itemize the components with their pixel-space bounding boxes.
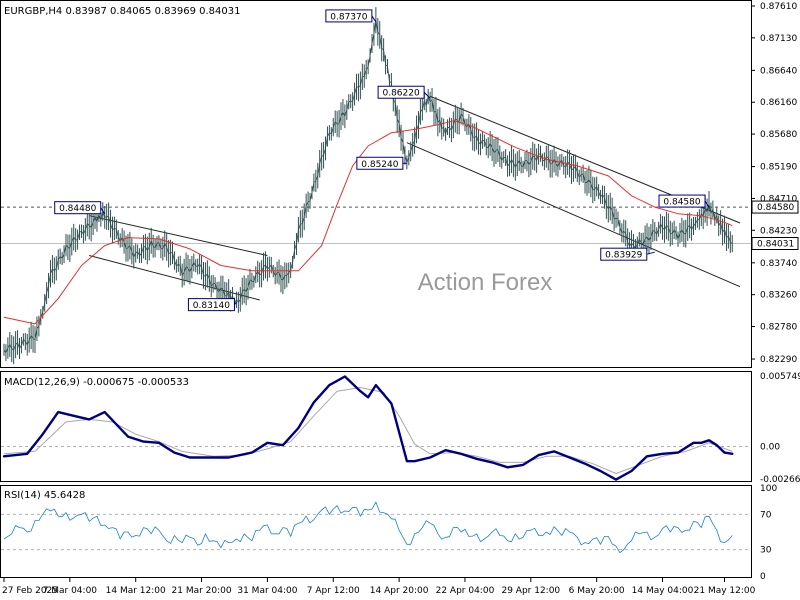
annotation-label: 0.84480 — [59, 204, 96, 214]
annotation-leader — [100, 207, 106, 214]
rsi-panel-frame — [0, 485, 752, 578]
annotation-label: 0.87370 — [330, 12, 367, 22]
price-tick-label: 0.84710 — [760, 194, 797, 204]
rsi-main-line — [3, 501, 733, 554]
current-price-label: 0.84031 — [757, 239, 794, 249]
rsi-line — [1, 501, 751, 554]
macd-tick-label: 0.005749 — [760, 372, 800, 382]
price-tick-label: 0.82290 — [760, 355, 797, 365]
price-tick-label: 0.83260 — [760, 291, 797, 301]
time-tick-label: 7 Apr 12:00 — [307, 586, 360, 596]
macd-signal-line — [3, 387, 733, 474]
macd-lines — [1, 375, 751, 481]
guide-lines — [1, 206, 751, 244]
symbol-label: EURGBP,H4 0.83987 0.84065 0.83969 0.8403… — [4, 6, 240, 17]
rsi-label: RSI(14) 45.6428 — [4, 490, 85, 501]
macd-tick-label: 0.00 — [760, 442, 780, 452]
annotation-label: 0.84580 — [663, 198, 700, 208]
time-tick-label: 14 Apr 20:00 — [370, 586, 429, 596]
rsi-tick-label: 100 — [760, 484, 777, 494]
annotation-box — [325, 9, 373, 23]
annotation-box — [356, 156, 404, 170]
moving-average — [3, 120, 733, 325]
annotation-box — [600, 247, 648, 261]
level-label: 0.84580 — [757, 203, 794, 213]
price-line — [3, 19, 733, 354]
annotation-label: 0.83929 — [605, 251, 642, 261]
price-tick-label: 0.85190 — [760, 163, 797, 173]
annotation-leader — [423, 91, 431, 99]
current-price-badge — [751, 236, 799, 250]
annotation-leader — [371, 15, 377, 23]
annotation-leader — [646, 251, 655, 255]
macd-tick-label: -0.002663 — [760, 475, 800, 485]
price-tick-label: 0.82780 — [760, 323, 797, 333]
price-series — [3, 7, 733, 365]
moving-average-line — [3, 120, 733, 325]
annotation-box — [658, 194, 706, 208]
channel-line — [89, 255, 260, 301]
time-tick-label: 21 Mar 20:00 — [172, 586, 232, 596]
annotation-label: 0.85240 — [361, 160, 398, 170]
macd-label: MACD(12,26,9) -0.000675 -0.000533 — [4, 377, 189, 388]
time-tick-label: 22 Apr 04:00 — [436, 586, 495, 596]
time-tick-label: 29 Apr 12:00 — [501, 586, 560, 596]
annotation-box — [187, 298, 235, 312]
price-tick-label: 0.84230 — [760, 226, 797, 236]
price-tick-label: 0.85680 — [760, 130, 797, 140]
annotation-label: 0.86220 — [382, 89, 419, 99]
price-tick-label: 0.83740 — [760, 259, 797, 269]
price-panel-frame — [0, 0, 752, 368]
macd-main-line — [2, 375, 734, 481]
price-tick-label: 0.86640 — [760, 66, 797, 76]
rsi-tick-label: 70 — [760, 510, 772, 520]
time-tick-label: 7 Mar 04:00 — [43, 586, 98, 596]
channel-line — [89, 215, 268, 256]
time-tick-label: 27 Feb 2025 — [2, 586, 58, 596]
rsi-tick-label: 30 — [760, 546, 772, 556]
price-tick-label: 0.87610 — [760, 2, 797, 12]
rsi-tick-label: 0 — [760, 572, 766, 582]
price-tick-label: 0.86160 — [760, 98, 797, 108]
time-tick-label: 31 Mar 04:00 — [237, 586, 297, 596]
watermark: Action Forex — [418, 269, 553, 296]
time-tick-label: 14 May 04:00 — [632, 586, 694, 596]
level-badge — [751, 200, 799, 214]
time-tick-label: 14 Mar 12:00 — [106, 586, 166, 596]
price-tick-label: 0.87130 — [760, 34, 797, 44]
price-annotations: 0.87370 0.86220 0.85240 0.84480 0.83140 0.845… — [54, 9, 710, 312]
annotation-box — [377, 85, 425, 99]
annotation-box — [54, 201, 102, 215]
trend-channels — [89, 95, 741, 301]
annotation-label: 0.83140 — [193, 301, 230, 311]
time-tick-label: 21 May 12:00 — [694, 586, 756, 596]
time-tick-label: 6 May 20:00 — [569, 586, 625, 596]
macd-panel-frame — [0, 371, 752, 482]
annotation-leader — [704, 200, 710, 208]
channel-line — [406, 142, 741, 288]
